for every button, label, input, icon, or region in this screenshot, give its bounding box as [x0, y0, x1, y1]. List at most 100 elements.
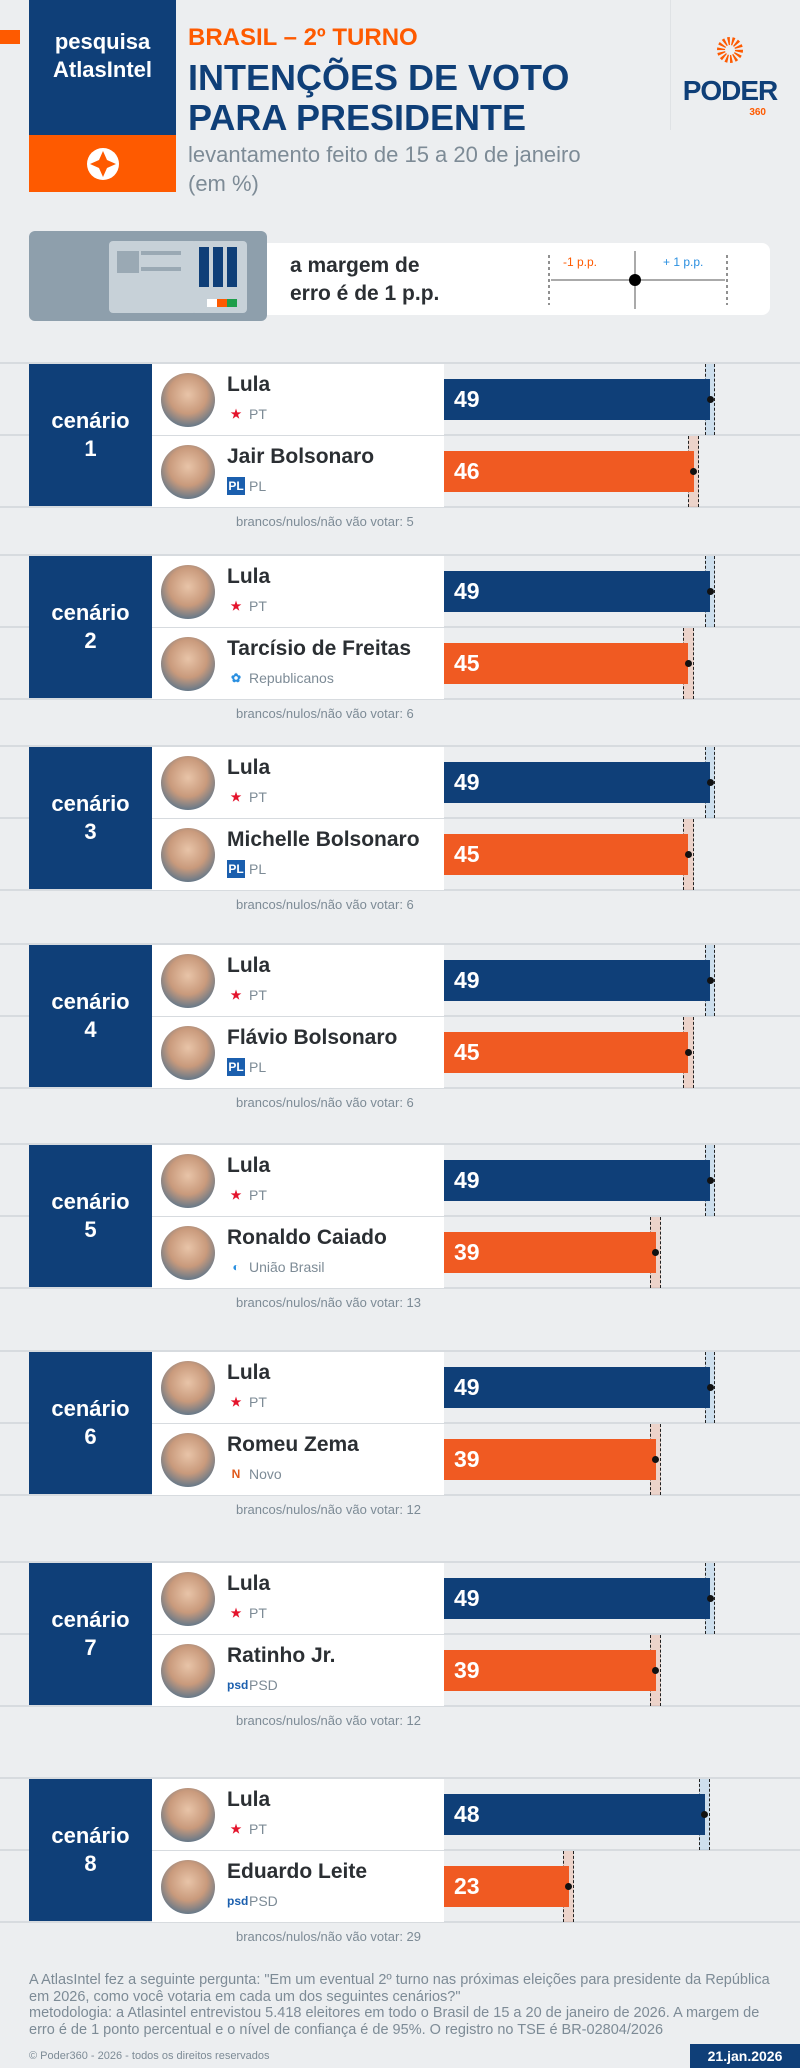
scenario-number: 3	[84, 819, 97, 844]
candidate-name: Lula	[227, 1788, 271, 1811]
scenario-number: 1	[84, 436, 97, 461]
candidate-photo	[161, 565, 215, 619]
copyright: © Poder360 - 2026 - todos os direitos re…	[29, 2050, 270, 2062]
bar: 45	[444, 834, 689, 875]
unit-text: (em %)	[188, 171, 259, 196]
party-name: PSD	[249, 1677, 278, 1693]
candidate-panel: Ratinho Jr. PSD psd	[152, 1635, 444, 1706]
bar: 49	[444, 379, 711, 420]
candidate-panel: Jair Bolsonaro PL PL	[152, 436, 444, 507]
scenario-word: cenário	[51, 1189, 130, 1214]
estimate-dot	[690, 468, 698, 475]
candidate-photo	[161, 373, 215, 427]
candidate-photo	[161, 445, 215, 499]
candidate-panel: Lula PT ★	[152, 556, 444, 627]
estimate-dot	[684, 1049, 692, 1056]
estimate-dot	[684, 660, 692, 667]
party-name: PL	[249, 861, 267, 877]
divider	[0, 1422, 800, 1424]
party-name: União Brasil	[249, 1259, 325, 1275]
candidate-name: Lula	[227, 954, 271, 977]
divider	[0, 745, 800, 747]
bar: 45	[444, 643, 689, 684]
atlas-logo-box	[29, 135, 176, 192]
candidate-name: Lula	[227, 1361, 271, 1384]
bar: 45	[444, 1032, 689, 1073]
divider	[0, 698, 800, 700]
candidate-name: Lula	[227, 1154, 271, 1177]
estimate-dot	[706, 1384, 714, 1391]
party-logo-icon: PL	[227, 1058, 245, 1076]
party-name: PL	[249, 1059, 267, 1075]
scenario-word: cenário	[51, 791, 130, 816]
logo-word: PODER	[682, 75, 779, 106]
party-logo-icon: PL	[227, 477, 245, 495]
source-box: pesquisa AtlasIntel	[29, 0, 176, 135]
party-name: PT	[249, 598, 267, 614]
candidate-photo	[161, 954, 215, 1008]
estimate-dot	[706, 1595, 714, 1602]
party-name: PL	[249, 478, 267, 494]
subtitle-text: levantamento feito de 15 a 20 de janeiro	[188, 142, 581, 167]
estimate-dot	[706, 1177, 714, 1184]
candidate-photo	[161, 1026, 215, 1080]
candidate-panel: Eduardo Leite PSD psd	[152, 1851, 444, 1922]
minus-label: -1 p.p.	[563, 255, 598, 269]
bar: 39	[444, 1650, 656, 1691]
scenario-number: 7	[84, 1635, 97, 1660]
estimate-dot	[706, 779, 714, 786]
candidate-name: Jair Bolsonaro	[227, 445, 375, 468]
divider	[0, 362, 800, 364]
scenario-word: cenário	[51, 989, 130, 1014]
others-text: brancos/nulos/não vão votar: 6	[236, 1095, 414, 1110]
candidate-photo	[161, 1860, 215, 1914]
question-text: A AtlasIntel fez a seguinte pergunta: "E…	[29, 1972, 770, 2005]
margin-line1: a margem de	[290, 254, 420, 277]
scenario-label: cenário 3	[29, 747, 152, 889]
candidate-name: Lula	[227, 373, 271, 396]
estimate-dot	[684, 851, 692, 858]
party-name: PSD	[249, 1893, 278, 1909]
party-name: PT	[249, 987, 267, 1003]
bar: 49	[444, 571, 711, 612]
bar: 49	[444, 762, 711, 803]
estimate-dot	[652, 1456, 660, 1463]
divider	[0, 1143, 800, 1145]
candidate-panel: Lula PT ★	[152, 364, 444, 435]
estimate-dot	[706, 977, 714, 984]
divider	[0, 506, 800, 508]
scenario-word: cenário	[51, 1823, 130, 1848]
estimate-dot	[706, 396, 714, 403]
margin-diagram	[548, 251, 728, 309]
party-logo-icon: ★	[230, 790, 242, 804]
divider	[0, 1705, 800, 1707]
divider	[0, 817, 800, 819]
candidate-panel: Lula PT ★	[152, 1352, 444, 1423]
scenario-word: cenário	[51, 1607, 130, 1632]
candidate-panel: Ronaldo Caiado União Brasil ◐	[152, 1217, 444, 1288]
divider	[0, 1777, 800, 1779]
margin-line2: erro é de 1 p.p.	[290, 282, 440, 305]
party-logo-icon: PL	[227, 860, 245, 878]
plus-label: + 1 p.p.	[663, 255, 704, 269]
party-logo-icon: ★	[230, 407, 242, 421]
divider	[0, 1633, 800, 1635]
party-logo-icon: ★	[230, 1822, 242, 1836]
party-name: PT	[249, 789, 267, 805]
party-logo-icon: psd	[227, 1894, 249, 1908]
subtitle: levantamento feito de 15 a 20 de janeiro…	[188, 140, 648, 198]
divider	[0, 1921, 800, 1923]
candidate-photo	[161, 1788, 215, 1842]
divider	[0, 1015, 800, 1017]
footnote: A AtlasIntel fez a seguinte pergunta: "E…	[29, 1972, 779, 2038]
bar: 39	[444, 1232, 656, 1273]
bar: 49	[444, 1367, 711, 1408]
estimate-dot	[652, 1667, 660, 1674]
scenario-label: cenário 2	[29, 556, 152, 698]
scenario-number: 5	[84, 1217, 97, 1242]
scenario-label: cenário 4	[29, 945, 152, 1087]
bar: 49	[444, 960, 711, 1001]
party-logo-icon: ★	[230, 988, 242, 1002]
candidate-photo	[161, 1644, 215, 1698]
scenario-word: cenário	[51, 408, 130, 433]
